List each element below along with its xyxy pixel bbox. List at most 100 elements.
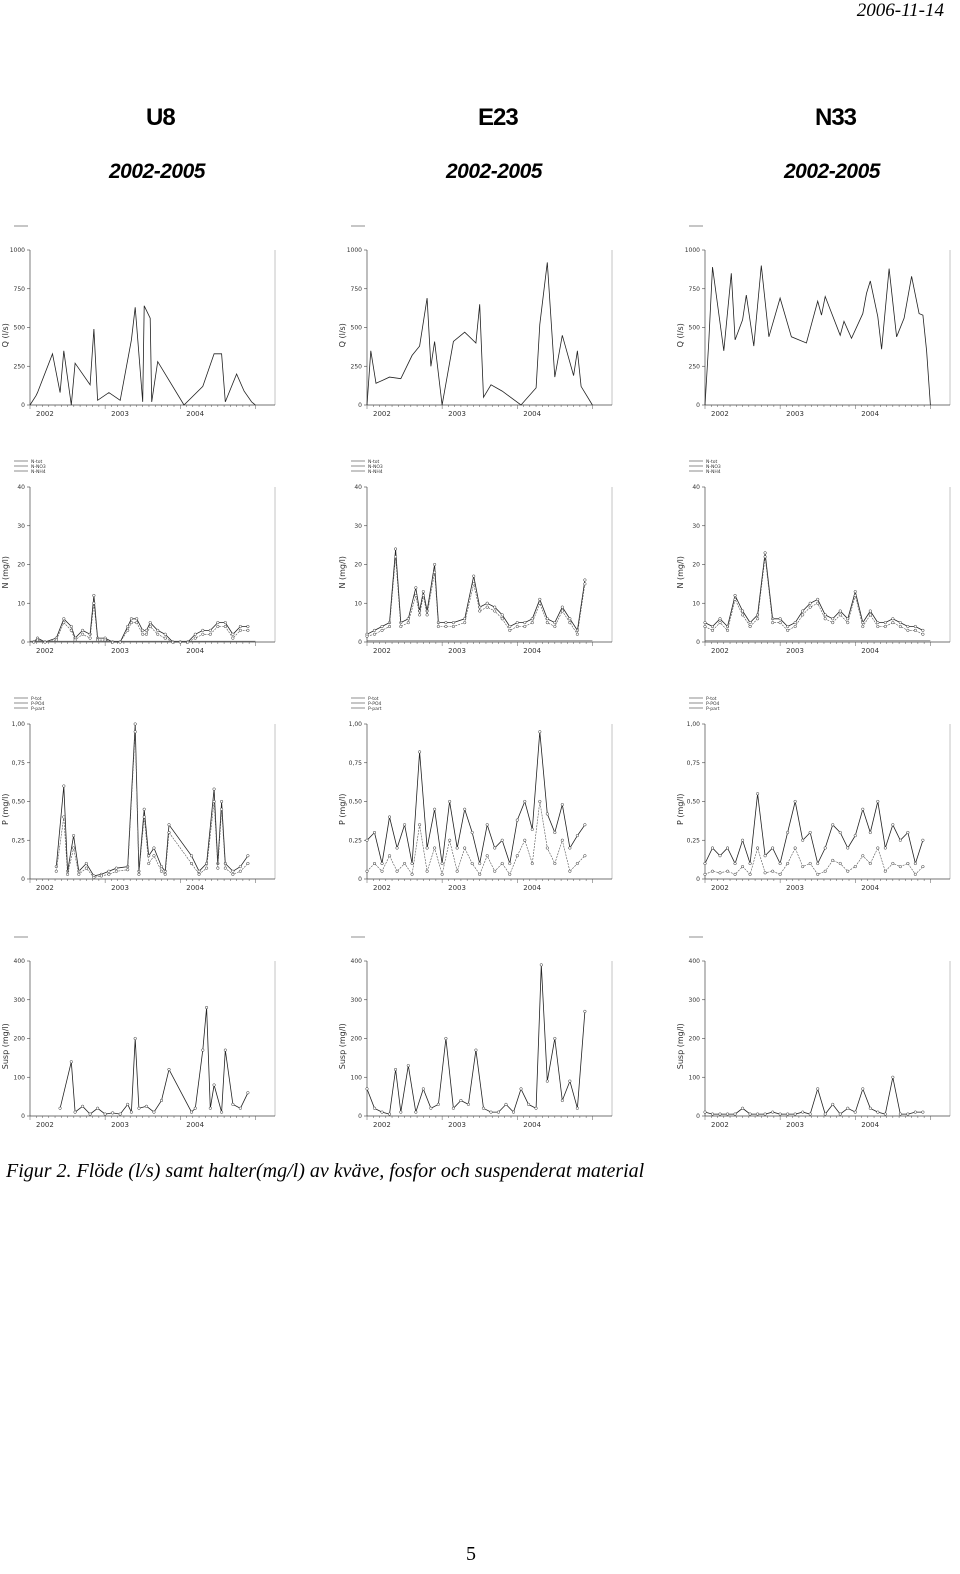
chart-e23-suspended: 0 100 200 300 400 2002 2003 2004 Susp (mg/l): [338, 936, 613, 1129]
data-point: [538, 597, 542, 601]
data-point: [365, 1087, 369, 1091]
data-point: [883, 621, 887, 625]
series-line-0: [704, 793, 924, 865]
data-point: [141, 628, 145, 632]
data-point: [786, 1112, 790, 1116]
data-point: [831, 823, 835, 827]
data-point: [801, 838, 805, 842]
data-point: [921, 865, 925, 869]
x-tick-label: 2002: [36, 647, 54, 655]
data-point: [538, 730, 542, 734]
x-tick-label: 2002: [711, 1121, 729, 1129]
data-point: [142, 815, 146, 819]
data-point: [216, 621, 220, 625]
data-point: [703, 872, 707, 876]
y-tick-label: 1000: [10, 247, 25, 254]
data-point: [114, 866, 118, 870]
data-point: [372, 861, 377, 866]
data-point: [231, 632, 235, 636]
data-point: [823, 617, 827, 621]
y-tick-label: 0: [696, 1113, 700, 1120]
data-point: [193, 636, 197, 640]
data-point: [189, 1110, 194, 1114]
y-tick-label: 1000: [685, 247, 700, 254]
data-point: [539, 963, 543, 967]
data-point: [530, 621, 534, 625]
data-point: [231, 636, 235, 640]
series-line-0: [29, 305, 256, 406]
data-point: [425, 869, 429, 873]
data-point: [823, 846, 827, 850]
legend-label: N-NH4: [706, 469, 721, 475]
data-point: [560, 803, 564, 807]
data-point: [778, 872, 782, 876]
data-point: [451, 1106, 455, 1110]
legend-label: N-NH4: [31, 469, 46, 475]
x-tick-label: 2004: [523, 647, 541, 655]
station-period-e23: 2002-2005: [446, 160, 542, 183]
y-axis-label: Susp (mg/l): [338, 1023, 347, 1069]
data-point: [455, 846, 459, 850]
data-point: [504, 1102, 508, 1106]
data-point: [906, 628, 910, 632]
data-point: [189, 854, 194, 858]
data-point: [741, 609, 745, 613]
data-point: [868, 609, 872, 613]
data-point: [553, 830, 557, 835]
data-point: [152, 846, 156, 850]
data-point: [66, 872, 70, 876]
data-point: [474, 1048, 478, 1052]
data-point: [868, 830, 872, 835]
data-point: [861, 1087, 865, 1091]
data-point: [801, 613, 805, 617]
data-point: [403, 823, 407, 827]
data-point: [436, 1102, 440, 1106]
legend-label: N-NO3: [706, 464, 721, 470]
data-point: [921, 838, 925, 842]
y-axis-label: P (mg/l): [1, 794, 10, 825]
data-point: [193, 632, 197, 636]
data-point: [808, 601, 812, 605]
data-point: [876, 621, 880, 625]
data-point: [703, 624, 707, 629]
data-point: [756, 617, 760, 621]
data-point: [133, 730, 137, 734]
data-point: [921, 632, 925, 636]
data-point: [733, 861, 737, 866]
y-tick-label: 300: [14, 997, 26, 1004]
x-tick-label: 2004: [523, 1121, 541, 1129]
data-point: [583, 823, 587, 827]
data-point: [387, 815, 392, 819]
x-tick-label: 2003: [448, 884, 466, 892]
data-point: [583, 578, 587, 582]
data-point: [406, 621, 410, 625]
data-point: [231, 869, 235, 873]
y-tick-label: 0: [358, 402, 362, 409]
data-point: [84, 866, 88, 870]
x-tick-label: 2002: [373, 1121, 391, 1129]
data-point: [406, 1064, 410, 1068]
data-point: [725, 869, 730, 873]
data-point: [710, 628, 715, 632]
data-point: [793, 799, 797, 804]
x-tick-label: 2004: [861, 884, 879, 892]
x-tick-label: 2003: [786, 1121, 804, 1129]
data-point: [913, 861, 917, 866]
data-point: [246, 854, 250, 858]
data-point: [54, 869, 58, 873]
y-axis-label: Susp (mg/l): [1, 1023, 10, 1069]
data-point: [921, 1110, 925, 1114]
y-tick-label: 100: [351, 1074, 363, 1081]
data-point: [246, 624, 250, 629]
data-point: [212, 787, 216, 791]
y-axis-label: P (mg/l): [338, 794, 347, 825]
data-point: [421, 590, 425, 594]
data-point: [141, 632, 145, 636]
data-point: [380, 628, 384, 632]
legend-label: P-part: [368, 706, 382, 712]
data-point: [523, 621, 527, 625]
data-point: [212, 799, 216, 804]
data-point: [898, 1112, 902, 1116]
x-tick-label: 2003: [448, 410, 466, 418]
